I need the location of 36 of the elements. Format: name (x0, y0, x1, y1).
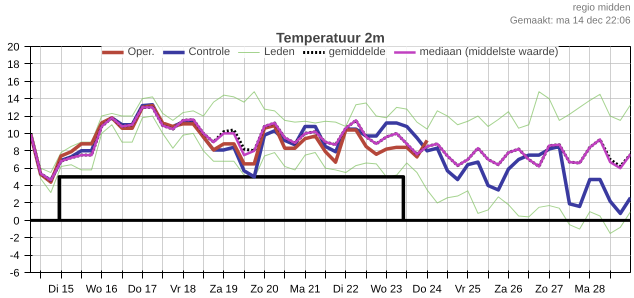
x-tick-label: Zo 27 (535, 284, 564, 296)
y-tick-label: 18 (7, 58, 20, 71)
x-tick-label: Zo 20 (250, 284, 278, 296)
legend-label: Oper. (128, 46, 155, 58)
text: regio midden (572, 2, 630, 14)
y-tick-label: -6 (10, 268, 20, 280)
legend-label: mediaan (middelste waarde) (420, 46, 558, 58)
x-tick-label: Vr 25 (454, 284, 481, 296)
x-tick-label: Ma 28 (574, 284, 606, 296)
y-tick-label: 4 (13, 180, 20, 193)
x-tick-label: Do 24 (412, 284, 442, 296)
legend-label: Leden (264, 46, 295, 58)
y-tick-label: 6 (13, 163, 20, 176)
y-tick-label: 16 (7, 76, 20, 88)
x-tick-label: Vr 18 (170, 284, 196, 296)
x-tick-label: Di 15 (48, 284, 74, 296)
y-tick-label: 0 (13, 215, 20, 228)
y-tick-label: 2 (13, 198, 20, 210)
x-tick-label: Za 19 (210, 284, 238, 296)
legend-label: gemiddelde (328, 46, 386, 58)
y-tick-label: -4 (10, 250, 20, 262)
text: Gemaakt: ma 14 dec 22:06 (510, 16, 631, 26)
x-tick-label: Wo 23 (370, 284, 402, 296)
y-tick-label: 14 (7, 94, 20, 106)
x-tick-label: Wo 16 (86, 284, 118, 296)
y-tick-label: 20 (7, 42, 20, 54)
x-tick-label: Ma 21 (290, 284, 320, 296)
x-tick-label: Do 17 (128, 284, 158, 296)
y-tick-label: 12 (7, 111, 20, 124)
y-tick-label: 10 (7, 128, 20, 140)
x-tick-label: Za 26 (494, 284, 523, 296)
chart-title: Temperatuur 2m (276, 30, 385, 46)
legend-label: Controle (188, 46, 230, 58)
y-tick-label: 8 (13, 146, 20, 158)
y-tick-label: -2 (10, 232, 20, 245)
x-tick-label: Di 22 (332, 284, 359, 296)
